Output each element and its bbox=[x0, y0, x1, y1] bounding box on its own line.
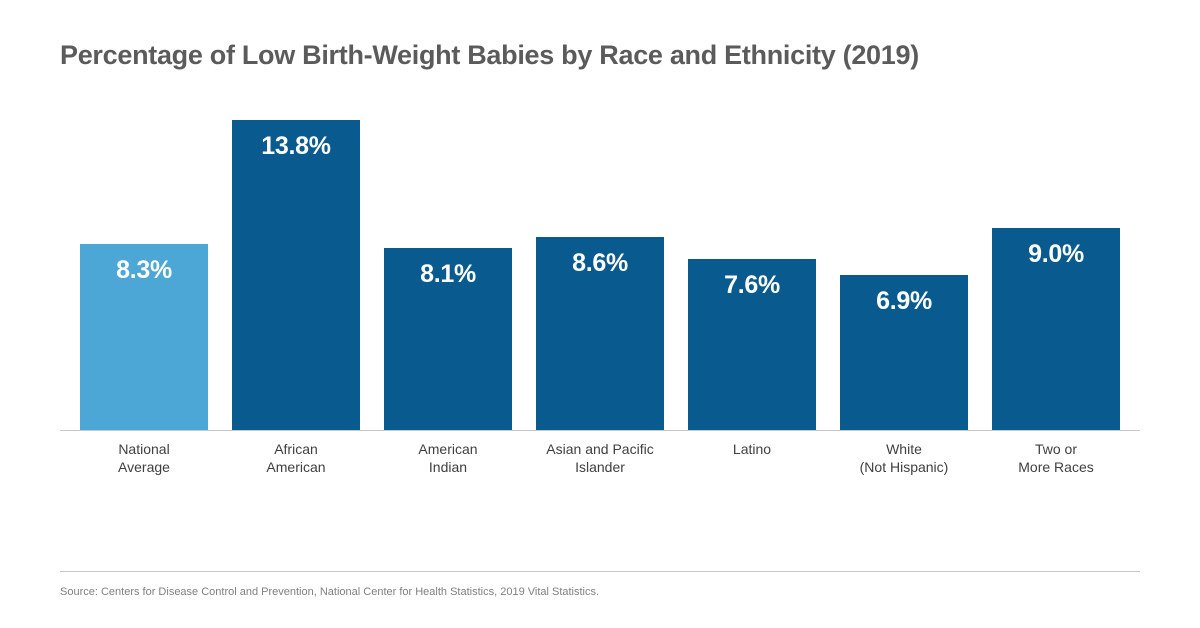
bar-label-line2: Islander bbox=[536, 459, 664, 477]
bar-value: 8.3% bbox=[116, 256, 172, 285]
bar-label-line1: American bbox=[384, 441, 512, 459]
bar-column: 7.6% bbox=[688, 259, 816, 430]
bar-label-line2: Average bbox=[80, 459, 208, 477]
bar: 7.6% bbox=[688, 259, 816, 430]
bar-column: 8.1% bbox=[384, 248, 512, 430]
bar-label: Asian and PacificIslander bbox=[536, 441, 664, 476]
bar-label-line2: (Not Hispanic) bbox=[840, 459, 968, 477]
bar-label-line2: More Races bbox=[992, 459, 1120, 477]
bar-column: 6.9% bbox=[840, 275, 968, 430]
footer: Source: Centers for Disease Control and … bbox=[60, 571, 1140, 598]
bar-value: 13.8% bbox=[261, 132, 330, 161]
bar-label-line1: White bbox=[840, 441, 968, 459]
bar-label: AfricanAmerican bbox=[232, 441, 360, 476]
bar-column: 8.6% bbox=[536, 237, 664, 430]
bar: 9.0% bbox=[992, 228, 1120, 430]
bar: 8.6% bbox=[536, 237, 664, 430]
bar-label-line2: American bbox=[232, 459, 360, 477]
bar-value: 8.6% bbox=[572, 249, 628, 278]
bar-label-line1: African bbox=[232, 441, 360, 459]
bar: 8.3% bbox=[80, 244, 208, 430]
bar-value: 9.0% bbox=[1028, 240, 1084, 269]
bar-label: AmericanIndian bbox=[384, 441, 512, 476]
chart-title: Percentage of Low Birth-Weight Babies by… bbox=[60, 40, 1140, 71]
bar: 8.1% bbox=[384, 248, 512, 430]
bar: 13.8% bbox=[232, 120, 360, 430]
bar-label: Two orMore Races bbox=[992, 441, 1120, 476]
source-text: Source: Centers for Disease Control and … bbox=[60, 586, 1140, 598]
bar-label: Latino bbox=[688, 441, 816, 476]
bar-value: 7.6% bbox=[724, 271, 780, 300]
bar-value: 8.1% bbox=[420, 260, 476, 289]
bar-column: 8.3% bbox=[80, 244, 208, 430]
bar-label-line1: Two or bbox=[992, 441, 1120, 459]
chart-area: 8.3% 13.8% 8.1% 8.6% 7.6% 6.9% 9.0% NationalAv… bbox=[60, 121, 1140, 543]
labels-row: NationalAverageAfricanAmericanAmericanIn… bbox=[60, 431, 1140, 476]
bar-column: 9.0% bbox=[992, 228, 1120, 430]
bar-label-line1: National bbox=[80, 441, 208, 459]
bars-row: 8.3% 13.8% 8.1% 8.6% 7.6% 6.9% 9.0% bbox=[60, 121, 1140, 431]
bar-label-line1: Latino bbox=[688, 441, 816, 459]
bar-column: 13.8% bbox=[232, 120, 360, 430]
bar-label: NationalAverage bbox=[80, 441, 208, 476]
bar-value: 6.9% bbox=[876, 287, 932, 316]
bar-label-line2: Indian bbox=[384, 459, 512, 477]
bar-label: White(Not Hispanic) bbox=[840, 441, 968, 476]
bar-label-line1: Asian and Pacific bbox=[536, 441, 664, 459]
bar: 6.9% bbox=[840, 275, 968, 430]
chart-container: Percentage of Low Birth-Weight Babies by… bbox=[0, 0, 1200, 628]
